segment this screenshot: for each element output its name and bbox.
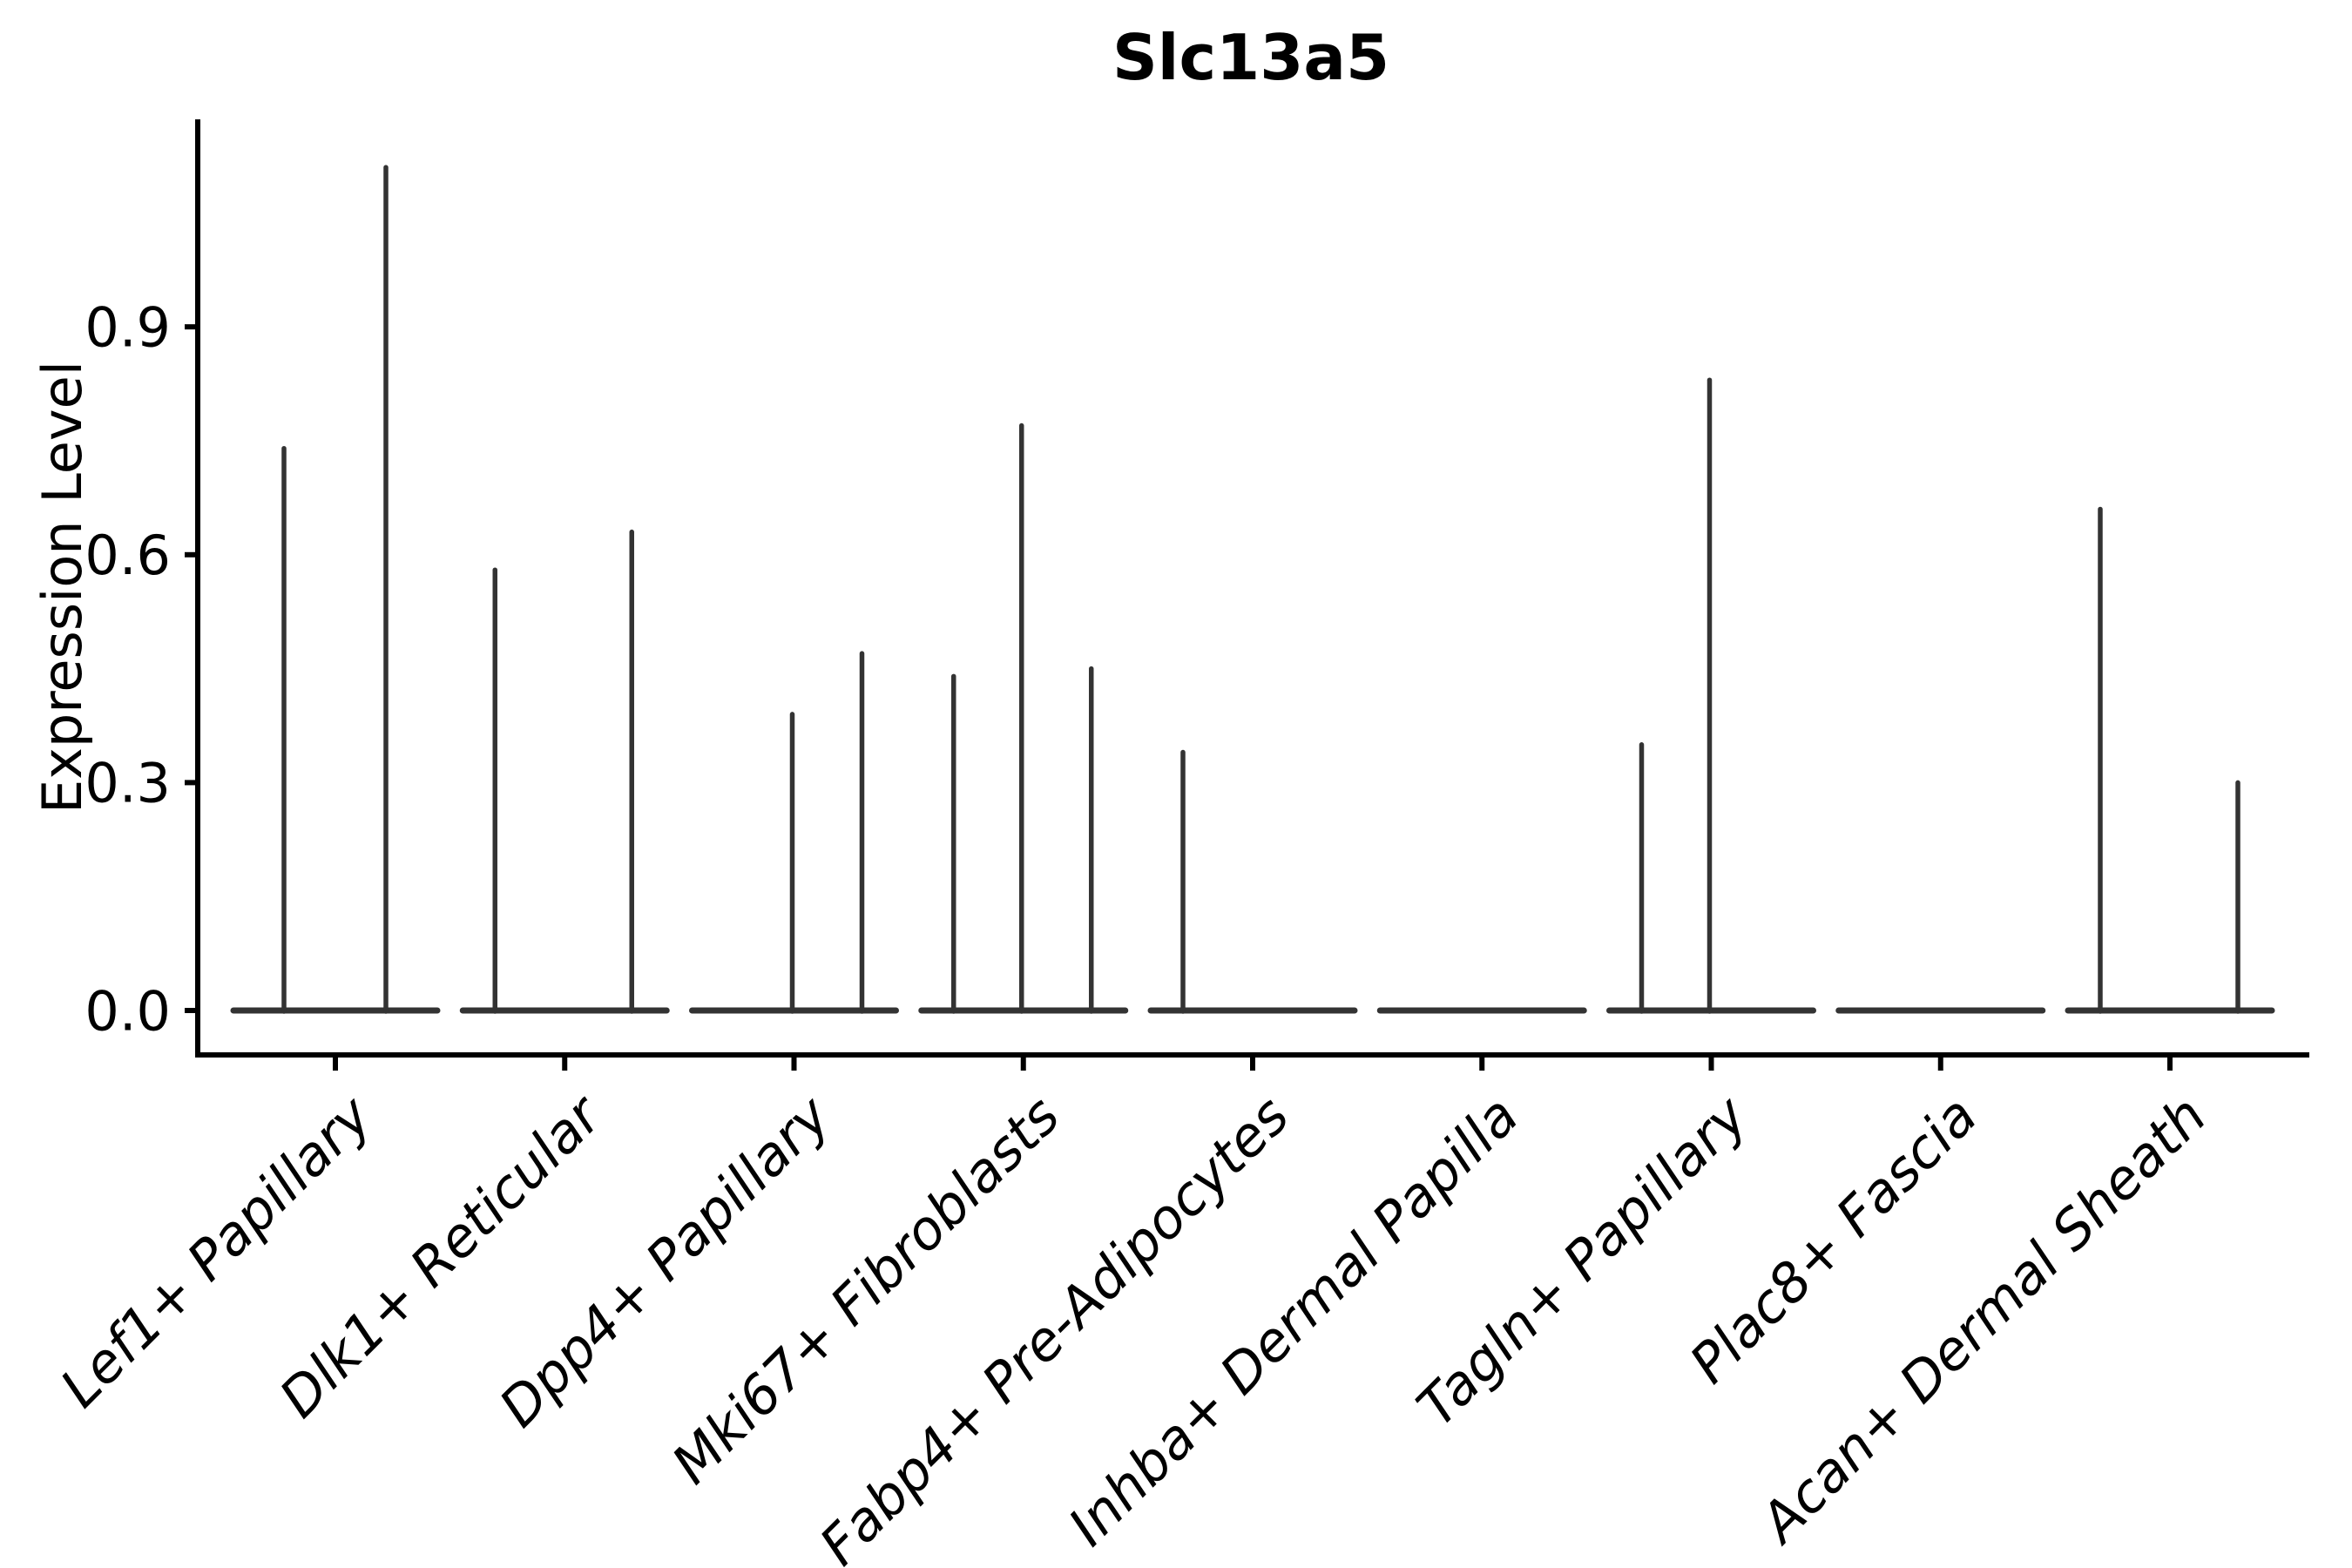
x-tick-label: Inhba+ Dermal Papilla [1056,1084,1530,1558]
y-tick-label: 0.0 [84,979,171,1043]
x-tick-label: Acan+ Dermal Sheath [1746,1084,2219,1557]
plot-title: Slc13a5 [1112,21,1390,94]
y-tick-label: 0.6 [84,524,171,587]
x-tick-label: Fabp4+ Pre-Adipocytes [808,1084,1301,1568]
x-tick-label: Mki67+ Fibroblasts [659,1084,1071,1496]
y-tick-label: 0.3 [84,752,171,815]
y-tick-label: 0.9 [84,296,171,360]
